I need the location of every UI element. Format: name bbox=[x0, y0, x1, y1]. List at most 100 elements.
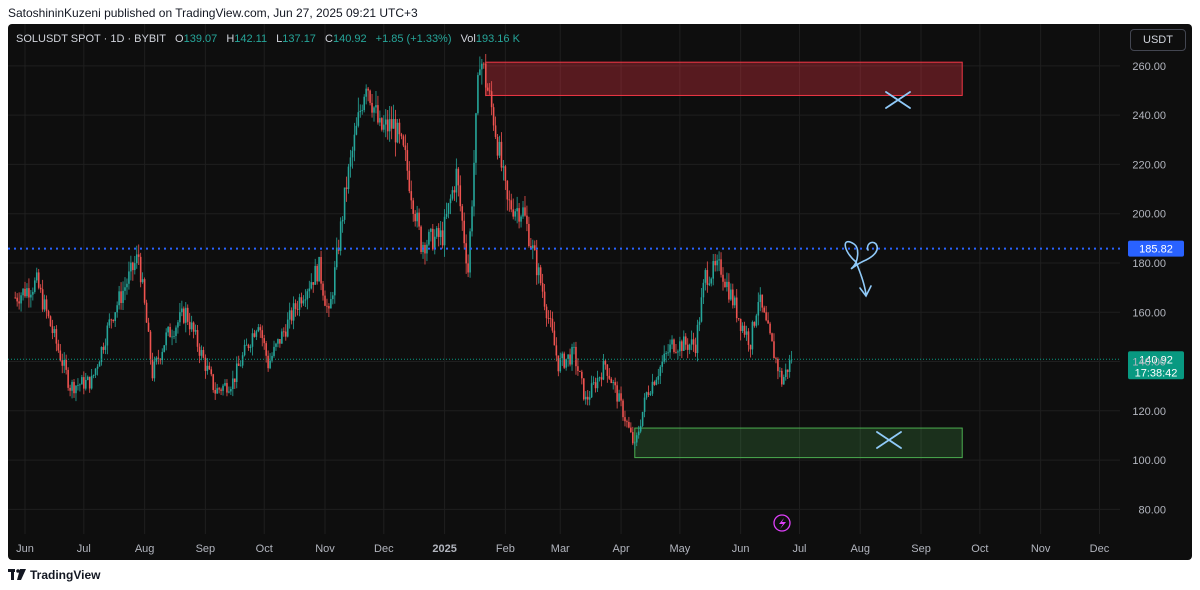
x-tick-label: May bbox=[669, 543, 690, 555]
candle-body bbox=[284, 331, 287, 337]
candle-body bbox=[26, 288, 28, 297]
candle-body bbox=[94, 368, 97, 375]
candle-body bbox=[308, 288, 311, 292]
candle-body bbox=[567, 354, 569, 359]
candle-body bbox=[237, 363, 240, 366]
candle-body bbox=[39, 287, 42, 290]
flash-icon[interactable] bbox=[773, 514, 791, 532]
open-value: 139.07 bbox=[183, 33, 218, 45]
candle-body bbox=[175, 327, 177, 336]
candle-body bbox=[665, 353, 667, 354]
candle-body bbox=[730, 289, 732, 300]
candle-body bbox=[249, 346, 252, 348]
symbol-legend: SOLUSDT SPOT · 1D · BYBIT O139.07 H142.1… bbox=[16, 33, 520, 45]
cross-mark-top bbox=[885, 91, 911, 109]
candle-body bbox=[283, 331, 285, 333]
candle-body bbox=[128, 271, 130, 284]
candle-body bbox=[537, 267, 540, 276]
candle-body bbox=[269, 360, 271, 369]
candle-body bbox=[402, 136, 405, 146]
candle-body bbox=[363, 96, 366, 111]
candle-body bbox=[110, 319, 113, 321]
candle-body bbox=[271, 355, 273, 361]
candle-body bbox=[553, 330, 556, 346]
candle-body bbox=[582, 378, 585, 400]
candle-body bbox=[555, 345, 558, 356]
price-axis[interactable]: 80.00 100.00 120.00 140.00 160.00 180.00 200.0… bbox=[1132, 61, 1166, 516]
candle-body bbox=[200, 350, 203, 356]
candle-body bbox=[479, 69, 481, 76]
candle-body bbox=[465, 243, 467, 264]
drawing-zones[interactable] bbox=[485, 61, 963, 459]
candle-body bbox=[779, 370, 781, 372]
candle-body bbox=[575, 346, 577, 367]
candle-body bbox=[328, 306, 330, 309]
candle-body bbox=[345, 187, 348, 189]
candle-body bbox=[724, 281, 726, 288]
candle-body bbox=[377, 105, 379, 123]
tradingview-logo[interactable]: TradingView bbox=[8, 568, 100, 582]
candle-body bbox=[483, 63, 485, 65]
x-tick-label: 2025 bbox=[432, 543, 456, 555]
chart-area[interactable]: 185.82 140.92 17:38:42 80.00 100.00 120.00 14… bbox=[8, 24, 1192, 560]
candle-body bbox=[492, 107, 495, 126]
candle-body bbox=[339, 221, 342, 251]
candle-body bbox=[341, 219, 344, 222]
candle-body bbox=[539, 267, 542, 284]
candle-body bbox=[632, 432, 634, 444]
symbol-info[interactable]: SOLUSDT SPOT · 1D · BYBIT bbox=[16, 33, 166, 45]
candle-body bbox=[210, 369, 213, 375]
x-tick-label: Jun bbox=[732, 543, 750, 555]
candle-body bbox=[573, 346, 575, 348]
candle-body bbox=[122, 290, 124, 303]
candle-body bbox=[616, 385, 618, 402]
time-axis[interactable]: Jun Jul Aug Sep Oct Nov Dec 2025 Feb Mar Apr May Jun… bbox=[16, 543, 1110, 555]
candle-body bbox=[435, 228, 438, 237]
candle-body bbox=[186, 307, 189, 322]
candle-body bbox=[673, 339, 675, 352]
low-label: L bbox=[276, 33, 283, 45]
resistance-zone[interactable] bbox=[485, 61, 963, 96]
support-zone[interactable] bbox=[634, 427, 963, 459]
candle-body bbox=[459, 185, 462, 207]
candle-body bbox=[426, 244, 428, 254]
candle-body bbox=[304, 299, 307, 301]
x-tick-label: Apr bbox=[612, 543, 629, 555]
candle-body bbox=[84, 379, 87, 389]
candle-body bbox=[369, 90, 371, 103]
candle-body bbox=[722, 274, 724, 282]
candle-body bbox=[655, 379, 658, 385]
candle-body bbox=[788, 360, 791, 372]
x-tick-label: Dec bbox=[374, 543, 394, 555]
candle-body bbox=[600, 377, 603, 380]
volume-value: 193.16 K bbox=[475, 33, 520, 45]
candle-body bbox=[333, 267, 336, 296]
candle-body bbox=[37, 272, 40, 288]
candle-body bbox=[275, 343, 277, 347]
candle-body bbox=[755, 315, 758, 326]
y-tick-label: 220.00 bbox=[1132, 159, 1166, 171]
candle-body bbox=[100, 347, 103, 362]
candle-body bbox=[220, 389, 222, 391]
candle-body bbox=[55, 329, 58, 344]
currency-button[interactable]: USDT bbox=[1130, 29, 1186, 51]
candle-body bbox=[453, 190, 456, 193]
candle-body bbox=[171, 336, 173, 338]
candle-body bbox=[528, 223, 530, 247]
candle-body bbox=[312, 282, 315, 285]
x-tick-label: Aug bbox=[135, 543, 155, 555]
candle-body bbox=[775, 358, 777, 360]
candle-body bbox=[633, 442, 636, 444]
candle-body bbox=[335, 247, 338, 268]
high-value: 142.11 bbox=[234, 33, 268, 45]
candle-body bbox=[218, 388, 220, 390]
candle-body bbox=[500, 141, 503, 168]
candle-body bbox=[769, 323, 771, 334]
candle-body bbox=[314, 265, 316, 285]
candle-body bbox=[130, 262, 132, 272]
candle-body bbox=[194, 330, 197, 332]
candle-body bbox=[106, 325, 109, 346]
candle-body bbox=[396, 122, 399, 143]
